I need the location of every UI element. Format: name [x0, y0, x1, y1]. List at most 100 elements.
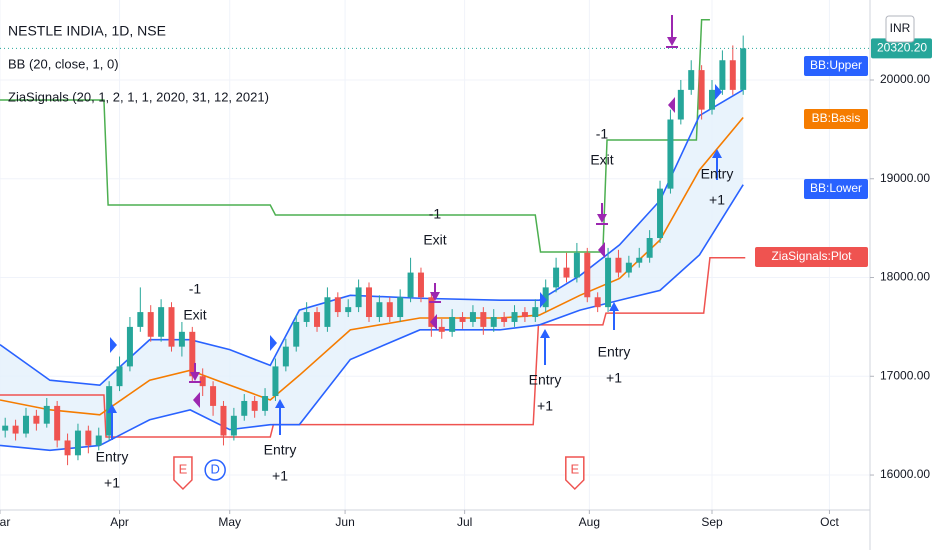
series-name: ZiaSignals:Plot [771, 249, 852, 263]
y-tick-label: 16000.00 [880, 467, 930, 481]
exit-flag [430, 314, 437, 330]
signal-label: -1 [189, 281, 202, 297]
candle-body [12, 425, 19, 434]
x-tick-label: Oct [820, 515, 839, 529]
candle-body [74, 430, 81, 456]
candle-body [85, 430, 92, 446]
series-name-box [755, 247, 868, 267]
candle-body [532, 307, 539, 318]
event-marker[interactable] [204, 459, 226, 481]
candle-body [230, 415, 237, 436]
candle-body [126, 326, 133, 367]
candle-body [709, 89, 716, 110]
candle-body [501, 317, 508, 322]
signal-label: +1 [272, 468, 288, 484]
candle-body [64, 440, 71, 456]
candle-body [2, 425, 9, 431]
candle-body [417, 272, 424, 298]
candle-body [573, 252, 580, 278]
last-price-label: 20320.20 [877, 41, 927, 55]
y-tick-label: 17000.00 [880, 368, 930, 382]
candle-body [646, 238, 653, 258]
entry-arrow-head [275, 399, 285, 408]
signal-line [0, 257, 746, 438]
candle-body [667, 119, 674, 189]
candle-body [22, 415, 29, 434]
indicator-legend: BB (20, close, 1, 0) [8, 56, 119, 71]
exit-arrow-head [430, 292, 440, 301]
exit-flag [193, 392, 200, 408]
entry-arrow-head [107, 404, 117, 413]
entry-arrow-head [712, 149, 722, 158]
candle-body [116, 366, 123, 387]
exit-arrow-head [667, 37, 677, 46]
event-marker[interactable] [565, 456, 585, 491]
signal-label: Exit [423, 232, 446, 248]
signal-label: Entry [96, 449, 129, 465]
candle-body [241, 400, 248, 416]
candle-body [376, 302, 383, 318]
candle-body [210, 386, 217, 406]
candle-body [365, 287, 372, 318]
x-tick-label: May [218, 515, 241, 529]
candle-body [386, 302, 393, 318]
signal-label: +1 [606, 370, 622, 386]
candle-body [729, 60, 736, 90]
event-marker[interactable] [173, 456, 193, 491]
exit-flag [668, 97, 675, 113]
signal-label: Entry [529, 372, 562, 388]
signal-label: +1 [537, 398, 553, 414]
x-tick-label: Mar [0, 515, 10, 529]
candle-body [324, 297, 331, 327]
candle-body [469, 312, 476, 322]
candle-body [605, 257, 612, 308]
signal-label: Entry [701, 166, 734, 182]
candle-body [168, 307, 175, 347]
x-tick-label: Jul [457, 515, 472, 529]
indicator-legend: ZiaSignals (20, 1, 2, 1, 1, 2020, 31, 12… [8, 89, 269, 104]
plot-area: Entry +1 -1 Exit Entry +1 -1 Exit Entry +1 -1 Exit E… [0, 15, 870, 491]
candle-body [178, 331, 185, 347]
event-label: D [210, 461, 219, 476]
exit-flag [598, 242, 605, 258]
candle-body [293, 321, 300, 347]
chart-title: NESTLE INDIA, 1D, NSE [8, 23, 166, 39]
candle-body [594, 297, 601, 308]
candle-body [615, 257, 622, 273]
candle-body [542, 287, 549, 308]
entry-flag [540, 292, 547, 308]
series-name-box [804, 56, 868, 76]
bb-line [0, 117, 744, 416]
candle-body [657, 188, 664, 239]
signal-label: Entry [598, 344, 631, 360]
candle-body [147, 312, 154, 337]
candle-body [688, 70, 695, 90]
candle-body [407, 272, 414, 298]
candle-body [95, 435, 102, 446]
candle-body [449, 317, 456, 332]
candle-body [355, 287, 362, 308]
entry-flag [270, 335, 277, 351]
candle-body [584, 252, 591, 298]
y-tick-label: 19000.00 [880, 171, 930, 185]
currency-label: INR [890, 21, 911, 35]
signal-label: +1 [104, 475, 120, 491]
candle-body [54, 405, 61, 441]
candle-body [43, 405, 50, 424]
entry-flag [110, 337, 117, 353]
candle-body [282, 346, 289, 367]
candle-body [553, 267, 560, 288]
exit-arrow-head [190, 372, 200, 381]
currency-badge[interactable] [885, 15, 915, 43]
candle-body [625, 262, 632, 273]
candle-body [199, 376, 206, 387]
candle-body [677, 89, 684, 120]
signal-label: -1 [596, 126, 609, 142]
candle-body [137, 312, 144, 327]
exit-arrow-head [597, 214, 607, 223]
series-name-box [804, 179, 868, 199]
entry-arrow-head [609, 302, 619, 311]
candle-body [438, 326, 445, 332]
bb-line [0, 184, 744, 452]
